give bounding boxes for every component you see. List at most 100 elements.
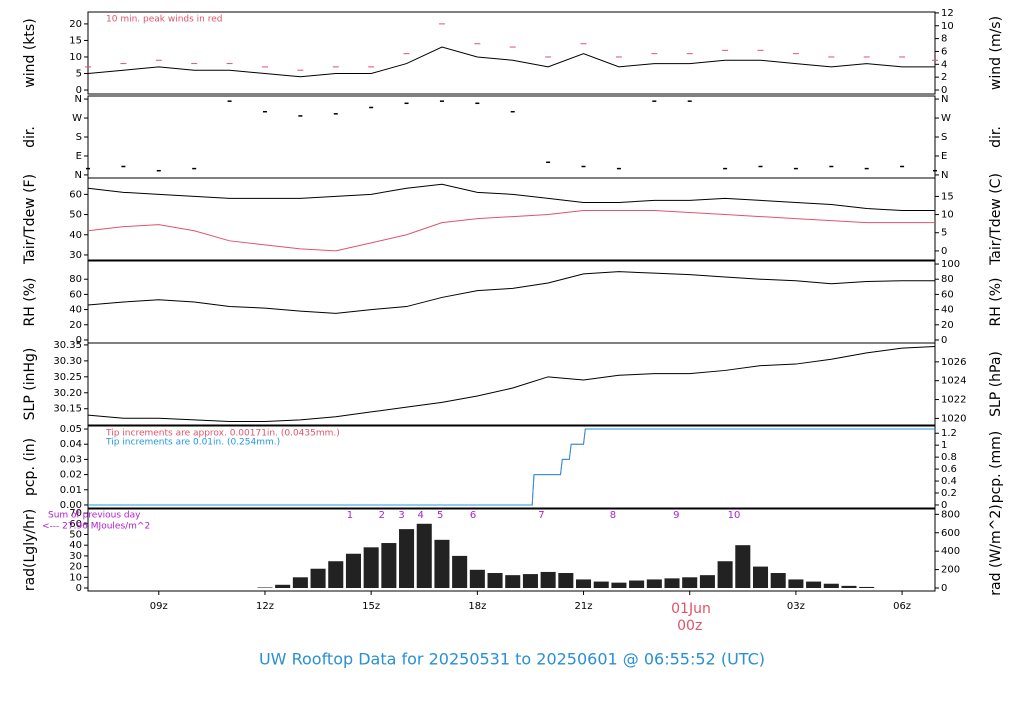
bar [699,575,715,589]
y2-axis-label: Tair/Tdew (C) [988,173,1004,266]
rad-marker: 7 [538,510,544,521]
panel-frame [87,11,936,95]
y2-tick-label: N [941,94,948,105]
rad-marker: 8 [610,510,616,521]
bar [664,578,680,589]
rad-marker: 10 [728,510,741,521]
annotation: Sum of previous day [48,511,141,521]
y2-axis-label: SLP (hPa) [988,351,1004,417]
y-tick-label: 30.20 [53,388,82,399]
bar [257,587,273,589]
panel-frame [87,95,936,179]
y-tick-label: 60 [69,289,82,300]
bar [576,579,592,589]
panel-frame [87,260,936,344]
bar [558,573,574,589]
y2-tick-label: 100 [941,259,960,270]
x-tick-label: 12z [256,601,274,612]
y2-tick-label: 0.4 [941,476,957,487]
y-tick-label: 0.00 [60,500,82,511]
y-tick-label: 50 [69,210,82,221]
bar [345,553,361,589]
y-tick-label: 20 [69,320,82,331]
y2-tick-label: 2 [941,72,947,83]
x-tick-label: 03z [787,601,805,612]
y2-tick-label: 0 [941,500,947,511]
y2-tick-label: 12 [941,8,954,19]
bar [328,561,344,589]
panel-frame [87,425,936,509]
annotation: Tip increments are approx. 0.00171in. (0… [105,429,340,439]
bar [823,583,839,589]
bar [452,555,468,589]
y-axis-label: rad(Lgly/hr) [22,509,38,591]
annotation: <--- 27.96 MJoules/m^2 [42,522,150,532]
y2-tick-label: S [941,132,947,143]
bar [646,579,662,589]
bar [788,579,804,589]
y2-axis-label: RH (%) [988,278,1004,327]
y-tick-label: N [75,170,82,181]
y2-axis-label: wind (m/s) [988,16,1004,90]
bar [752,566,769,589]
y-tick-label: 0.04 [60,439,82,450]
y-tick-label: 30.25 [53,372,82,383]
bar [399,529,415,589]
y2-tick-label: 40 [941,305,954,316]
y-tick-label: 40 [69,305,82,316]
bar [611,582,627,589]
y2-tick-label: 1020 [941,413,966,424]
y-tick-label: 0.03 [60,454,82,465]
rad-marker: 2 [379,510,385,521]
series-line [87,271,935,314]
panel-frame [87,508,936,592]
y2-tick-label: 0.2 [941,488,957,499]
y2-tick-label: N [941,170,948,181]
bar [735,545,751,589]
y-tick-label: 30.30 [53,356,82,367]
y-tick-label: 10 [69,572,82,583]
y-tick-label: 60 [69,189,82,200]
bar [416,523,432,589]
bar [310,568,326,589]
y-axis-label: pcp. (in) [22,438,38,496]
y-axis-label: RH (%) [22,278,38,327]
y2-tick-label: 0 [941,246,947,257]
x-tick-label: 09z [150,601,168,612]
bar [292,577,308,589]
y-axis-label: dir. [22,126,38,148]
y2-tick-label: 600 [941,528,960,539]
y2-tick-label: 1026 [941,357,966,368]
y2-tick-label: 200 [941,565,960,576]
y2-tick-label: 15 [941,191,954,202]
series-line [87,46,935,78]
y-tick-label: 0.01 [60,485,82,496]
rad-marker: 4 [418,510,424,521]
y2-tick-label: 4 [941,59,947,70]
y2-tick-label: 60 [941,289,954,300]
bar [841,585,857,589]
bar [859,586,875,589]
y-tick-label: 0 [76,335,82,346]
series-line [87,210,935,252]
y2-tick-label: 20 [941,320,954,331]
bar [593,581,609,589]
series-line [87,183,935,212]
panel-frame [87,177,936,261]
y-tick-label: 80 [69,274,82,285]
y2-tick-label: 1.2 [941,428,957,439]
y-tick-label: 40 [69,230,82,241]
page-title: UW Rooftop Data for 20250531 to 20250601… [259,650,765,669]
rad-marker: 5 [437,510,443,521]
bar [381,543,397,589]
y-tick-label: 15 [69,35,82,46]
bar [770,573,786,589]
y2-tick-label: 6 [941,46,947,57]
y-tick-label: 20 [69,19,82,30]
bar [806,581,822,589]
series-line [87,346,936,422]
y2-tick-label: 5 [941,228,947,239]
y-tick-label: 0.02 [60,470,82,481]
bar [629,580,645,589]
y-tick-label: 5 [76,69,82,80]
